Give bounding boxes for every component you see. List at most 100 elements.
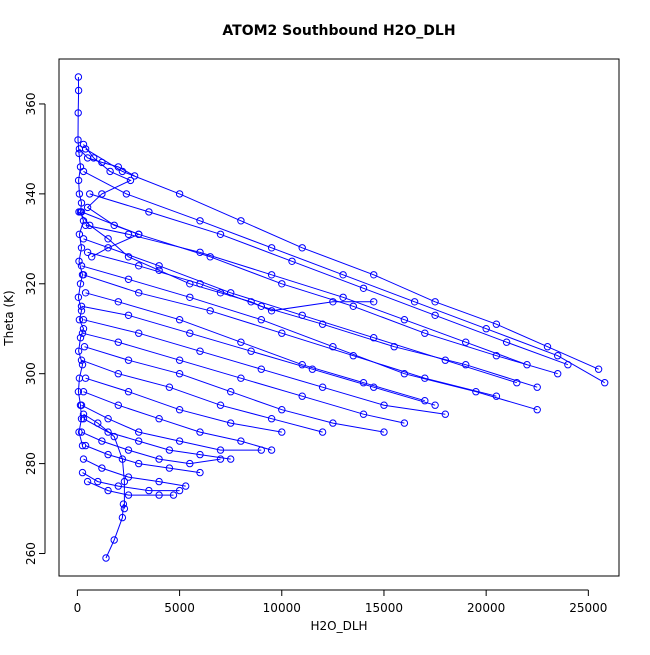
data-point [114, 370, 123, 378]
series-line [87, 251, 538, 388]
data-point [186, 459, 194, 468]
data-point [502, 338, 511, 346]
data-point [118, 455, 127, 463]
data-point [165, 464, 174, 472]
data-point [318, 320, 327, 328]
y-tick-label: 320 [24, 272, 38, 295]
data-point [421, 329, 429, 337]
data-point [83, 248, 92, 257]
series-line [83, 170, 605, 384]
data-point [318, 428, 327, 436]
data-point [431, 311, 439, 319]
series-line [83, 418, 231, 460]
data-point [298, 244, 306, 252]
data-point [75, 145, 84, 153]
data-point [175, 437, 184, 445]
data-point [380, 428, 388, 436]
y-tick-label: 260 [24, 542, 38, 565]
data-point [278, 428, 286, 436]
data-point [564, 361, 572, 369]
x-axis-label: H2O_DLH [310, 619, 367, 633]
data-point [77, 428, 86, 436]
data-point [196, 347, 204, 355]
data-point [421, 374, 429, 382]
data-point [118, 513, 127, 522]
series-25 [78, 468, 184, 495]
series-line [85, 445, 201, 474]
series-21 [79, 415, 235, 463]
data-point [175, 370, 184, 378]
series-line [83, 144, 141, 258]
data-point [79, 140, 88, 149]
plot-frame [58, 58, 620, 577]
data-point [421, 397, 429, 405]
series-24 [79, 455, 190, 490]
data-point [431, 298, 439, 306]
data-point [79, 415, 88, 423]
data-point [135, 428, 143, 436]
series-7 [81, 221, 531, 369]
data-point [98, 464, 106, 472]
data-point [329, 419, 337, 427]
chart-title: ATOM2 Southbound H2O_DLH [222, 23, 455, 39]
data-point [124, 311, 133, 319]
data-point [165, 446, 174, 454]
series-line [81, 359, 323, 433]
data-point [124, 388, 133, 396]
data-point [257, 302, 265, 310]
data-point [79, 235, 88, 243]
data-point [75, 316, 84, 324]
data-point [390, 343, 398, 351]
data-point [533, 406, 541, 414]
data-point [114, 298, 123, 306]
data-point [77, 244, 86, 252]
data-point [216, 289, 225, 297]
data-point [554, 352, 562, 360]
series-14 [79, 316, 449, 418]
data-point [120, 504, 129, 513]
data-point [196, 428, 204, 436]
data-point [74, 293, 83, 301]
data-point [186, 280, 194, 288]
data-point [155, 266, 163, 274]
data-point [94, 477, 102, 486]
data-point [76, 334, 85, 342]
data-point [318, 383, 327, 391]
data-point [492, 352, 501, 360]
data-point [114, 338, 123, 346]
x-tick-label: 10000 [263, 601, 301, 615]
data-point [102, 554, 110, 562]
series-line [83, 458, 186, 487]
data-point [267, 244, 276, 252]
data-point [554, 370, 562, 378]
y-tick-label: 280 [24, 452, 38, 475]
series-26 [83, 477, 178, 499]
data-point [79, 388, 88, 396]
data-point [400, 419, 409, 427]
data-point [77, 356, 86, 364]
data-point [104, 450, 112, 459]
series-4 [79, 167, 609, 387]
data-point [349, 352, 357, 360]
series-line [82, 472, 180, 492]
data-point [120, 477, 129, 486]
data-point [110, 536, 118, 544]
data-point [81, 221, 90, 230]
series-line [83, 319, 446, 415]
data-point [216, 401, 225, 409]
series-line [83, 413, 125, 509]
data-point [86, 190, 94, 198]
data-point [94, 419, 102, 427]
data-point [74, 176, 83, 185]
data-point [523, 361, 531, 369]
data-point [533, 383, 541, 391]
series-line [81, 265, 538, 411]
y-tick-label: 300 [24, 362, 38, 385]
data-point [124, 253, 133, 261]
data-point [349, 302, 357, 310]
series-16 [80, 343, 388, 436]
data-point [145, 208, 153, 216]
series-line [105, 504, 124, 559]
data-point [124, 275, 133, 283]
